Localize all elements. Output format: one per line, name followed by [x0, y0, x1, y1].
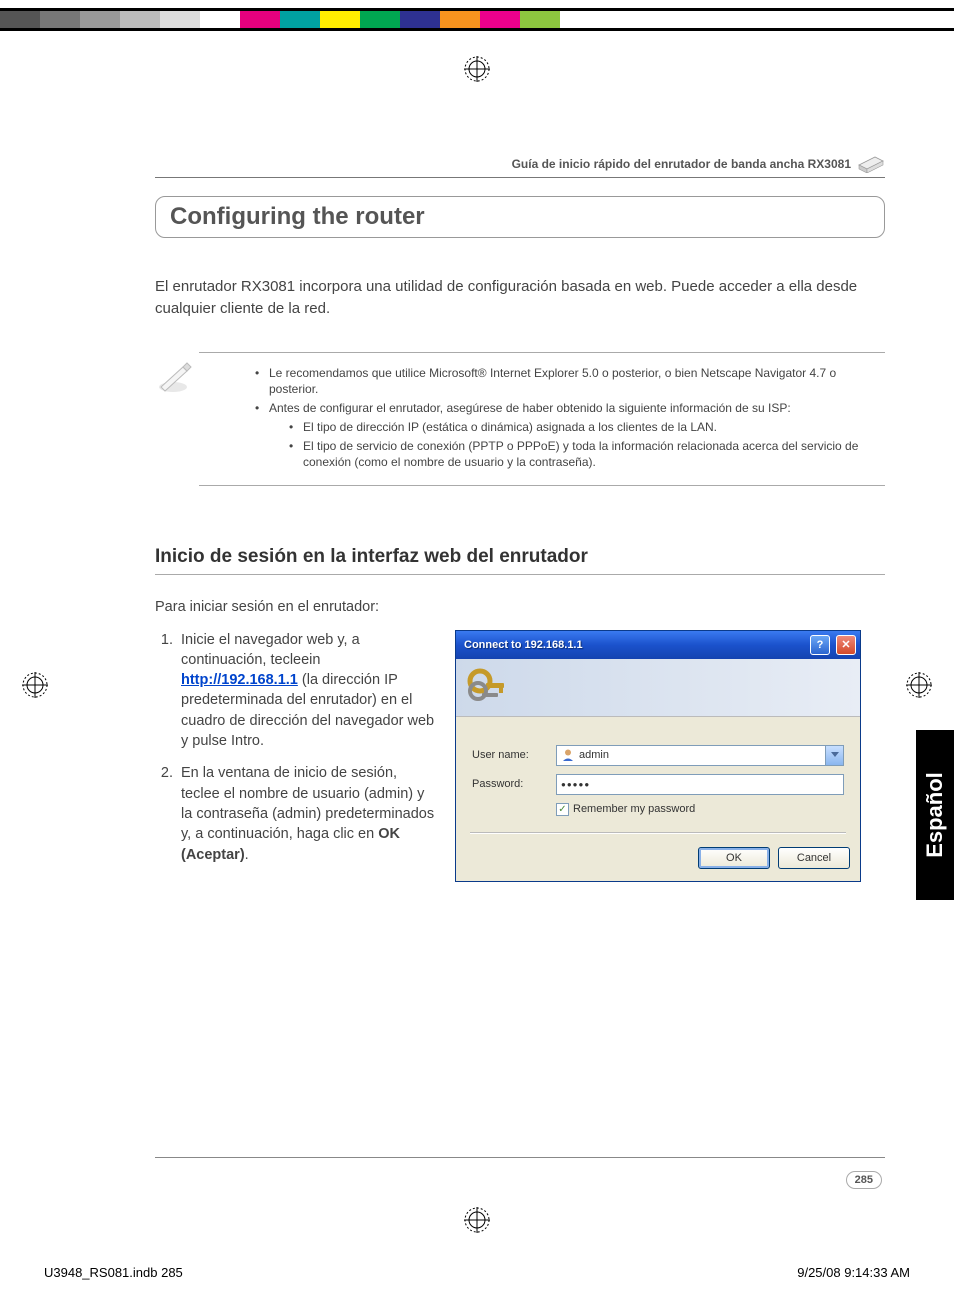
dialog-buttons: OK Cancel	[456, 847, 860, 881]
color-chip	[40, 11, 80, 28]
print-rule-bottom	[0, 28, 954, 31]
remember-row[interactable]: ✓ Remember my password	[472, 803, 844, 816]
password-value: ●●●●●	[561, 780, 590, 789]
section-title-box: Configuring the router	[155, 196, 885, 238]
dialog-banner	[456, 659, 860, 717]
language-tab: Español	[916, 730, 954, 900]
color-registration-chips	[0, 11, 560, 28]
dialog-separator	[470, 832, 846, 833]
footer-rule	[155, 1157, 885, 1158]
color-chip	[520, 11, 560, 28]
color-chip	[200, 11, 240, 28]
registration-mark-left	[22, 672, 48, 698]
color-chip	[240, 11, 280, 28]
language-label: Español	[922, 772, 948, 858]
remember-checkbox[interactable]: ✓	[556, 803, 569, 816]
username-value: admin	[579, 749, 609, 761]
subheading: Inicio de sesión en la interfaz web del …	[155, 546, 885, 575]
color-chip	[360, 11, 400, 28]
router-icon	[857, 155, 885, 173]
password-row: Password: ●●●●●	[472, 774, 844, 795]
note-subitem: El tipo de dirección IP (estática o diná…	[289, 419, 885, 436]
note-subitem: El tipo de servicio de conexión (PPTP o …	[289, 438, 885, 472]
steps-row: Inicie el navegador web y, a continuació…	[155, 630, 885, 882]
manual-page: Guía de inicio rápido del enrutador de b…	[0, 0, 954, 1308]
step-text: Inicie el navegador web y, a continuació…	[181, 632, 360, 668]
login-dialog: Connect to 192.168.1.1 ? ✕	[455, 630, 861, 882]
registration-mark-right	[906, 672, 932, 698]
color-chip	[280, 11, 320, 28]
user-icon	[561, 748, 575, 762]
section-title: Configuring the router	[170, 203, 870, 231]
ok-button[interactable]: OK	[698, 847, 770, 869]
color-chip	[480, 11, 520, 28]
note-item: Antes de configurar el enrutador, asegúr…	[255, 400, 885, 471]
color-chip	[120, 11, 160, 28]
color-chip	[80, 11, 120, 28]
steps-lead: Para iniciar sesión en el enrutador:	[155, 597, 885, 617]
step-item: En la ventana de inicio de sesión, tecle…	[177, 763, 435, 864]
color-chip	[440, 11, 480, 28]
note-item: Le recomendamos que utilice Microsoft® I…	[255, 365, 885, 399]
dialog-titlebar[interactable]: Connect to 192.168.1.1 ? ✕	[456, 631, 860, 659]
page-number-wrap: 285	[846, 1170, 882, 1188]
password-label: Password:	[472, 778, 556, 790]
header-text: Guía de inicio rápido del enrutador de b…	[512, 157, 851, 171]
print-file-label: U3948_RS081.indb 285	[44, 1265, 183, 1280]
color-chip	[400, 11, 440, 28]
print-timestamp: 9/25/08 9:14:33 AM	[797, 1265, 910, 1280]
remember-label: Remember my password	[573, 803, 695, 815]
registration-mark-bottom	[464, 1207, 490, 1233]
color-chip	[160, 11, 200, 28]
color-chip	[320, 11, 360, 28]
note-pen-icon	[155, 361, 195, 395]
page-header: Guía de inicio rápido del enrutador de b…	[155, 155, 885, 178]
username-label: User name:	[472, 749, 556, 761]
intro-paragraph: El enrutador RX3081 incorpora una utilid…	[155, 276, 885, 320]
username-input[interactable]: admin	[556, 745, 844, 766]
chevron-down-icon	[831, 752, 839, 757]
close-button[interactable]: ✕	[836, 635, 856, 655]
steps-list: Inicie el navegador web y, a continuació…	[155, 630, 435, 882]
color-chip	[0, 11, 40, 28]
registration-mark-top	[464, 56, 490, 82]
step-text: .	[245, 847, 249, 863]
help-button[interactable]: ?	[810, 635, 830, 655]
page-content: Guía de inicio rápido del enrutador de b…	[155, 155, 885, 882]
page-number: 285	[846, 1171, 882, 1189]
step-item: Inicie el navegador web y, a continuació…	[177, 630, 435, 752]
router-url-link[interactable]: http://192.168.1.1	[181, 672, 298, 688]
note-box: Le recomendamos que utilice Microsoft® I…	[199, 352, 885, 487]
dialog-title: Connect to 192.168.1.1	[464, 639, 804, 651]
keys-icon	[466, 667, 510, 707]
note-item-text: Antes de configurar el enrutador, asegúr…	[269, 401, 791, 415]
print-footer: U3948_RS081.indb 285 9/25/08 9:14:33 AM	[44, 1265, 910, 1280]
username-row: User name: admin	[472, 745, 844, 766]
cancel-button[interactable]: Cancel	[778, 847, 850, 869]
password-input[interactable]: ●●●●●	[556, 774, 844, 795]
dialog-body: User name: admin Password: ●●●●●	[456, 717, 860, 847]
